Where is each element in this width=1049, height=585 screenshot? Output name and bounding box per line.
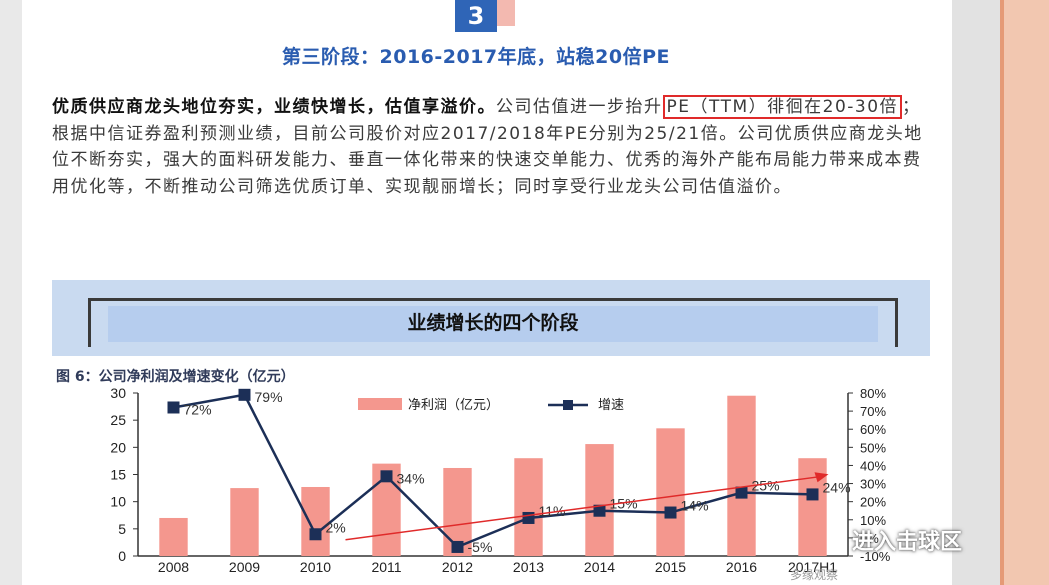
bar-2013 <box>514 458 543 556</box>
growth-point-2008 <box>167 401 180 414</box>
bar-2014 <box>585 444 614 556</box>
growth-data-label: 15% <box>610 496 638 512</box>
paragraph-highlight-box: PE（TTM）徘徊在20-30倍 <box>662 95 903 119</box>
x-tick-label: 2015 <box>655 559 686 575</box>
growth-point-2014 <box>593 504 606 517</box>
x-tick-label: 2016 <box>726 559 757 575</box>
y-right-tick-label: 10% <box>860 513 886 528</box>
growth-point-2013 <box>522 511 535 524</box>
legend-swatch-bar <box>358 398 402 410</box>
trend-arrow-head <box>814 472 829 483</box>
bar-2009 <box>230 488 259 556</box>
banner-frame <box>88 298 898 347</box>
paragraph-text-2: ；根据中信证券盈利预测业绩，目前公司股价对应2017/2018年PE分别为25/… <box>52 97 923 197</box>
right-scroll-strip <box>1000 0 1049 585</box>
growth-point-2015 <box>664 506 677 519</box>
y-left-tick-label: 15 <box>110 467 126 483</box>
x-tick-label: 2009 <box>229 559 260 575</box>
paragraph-text-1: 公司估值进一步抬升 <box>496 97 663 117</box>
y-right-tick-label: 70% <box>860 404 886 419</box>
y-left-tick-label: 5 <box>118 521 126 537</box>
body-paragraph: 优质供应商龙头地位夯实，业绩快增长，估值享溢价。公司估值进一步抬升 PE（TTM）… <box>52 94 932 200</box>
right-strip-edge <box>1000 0 1004 585</box>
y-right-tick-label: 40% <box>860 458 886 473</box>
chart-area <box>52 383 930 585</box>
growth-data-label: 79% <box>255 389 283 405</box>
growth-point-2012 <box>451 540 464 553</box>
y-right-tick-label: 80% <box>860 386 886 401</box>
y-left-tick-label: 20 <box>110 439 126 455</box>
x-tick-label: 2012 <box>442 559 473 575</box>
y-left-tick-label: 30 <box>110 385 126 401</box>
x-tick-label: 2010 <box>300 559 331 575</box>
growth-point-2010 <box>309 528 322 541</box>
growth-point-2011 <box>380 470 393 483</box>
y-right-tick-label: -10% <box>860 549 891 564</box>
y-left-tick-label: 0 <box>118 548 126 564</box>
legend-label-line: 增速 <box>598 398 624 413</box>
growth-data-label: 34% <box>397 470 425 486</box>
watermark-small: 多缘观察 <box>790 568 839 582</box>
growth-data-label: 24% <box>823 479 851 495</box>
growth-line <box>173 393 813 549</box>
y-right-tick-label: 30% <box>860 477 886 492</box>
growth-data-label: 2% <box>326 519 346 535</box>
section-title: 第三阶段：2016-2017年底，站稳20倍PE <box>282 46 670 68</box>
growth-point-2009 <box>238 388 251 401</box>
x-tick-label: 2017H1 <box>788 559 837 575</box>
bar-2010 <box>301 486 330 556</box>
left-gutter <box>0 0 22 585</box>
growth-data-label: 72% <box>184 401 212 417</box>
bar-2008 <box>159 517 188 556</box>
watermark: 进入击球区 <box>852 530 963 555</box>
bar-2017H1 <box>798 458 827 556</box>
y-left-tick-label: 25 <box>110 412 126 428</box>
y-left-tick-label: 10 <box>110 494 126 510</box>
banner-title: 业绩增长的四个阶段 <box>108 306 878 342</box>
growth-data-label: 11% <box>539 503 566 519</box>
growth-data-label: 14% <box>681 498 709 514</box>
growth-data-label: -5% <box>468 539 493 555</box>
x-tick-label: 2011 <box>371 559 401 575</box>
y-right-tick-label: 0% <box>860 531 879 546</box>
y-right-tick-label: 60% <box>860 422 886 437</box>
x-tick-label: 2008 <box>158 559 189 575</box>
x-tick-label: 2014 <box>584 559 615 575</box>
figure-title: 图 6：公司净利润及增速变化（亿元） <box>56 369 295 385</box>
trend-arrow-line <box>345 475 823 541</box>
bar-2015 <box>656 428 685 556</box>
y-right-tick-label: 20% <box>860 495 886 510</box>
growth-data-label: 25% <box>752 478 780 494</box>
legend-label-bar: 净利润（亿元） <box>408 398 499 413</box>
growth-point-2016 <box>735 486 748 499</box>
growth-point-2017H1 <box>806 488 819 501</box>
legend-marker-line <box>563 400 573 410</box>
right-margin <box>952 0 1000 585</box>
section-number-badge-fold <box>497 0 515 26</box>
paragraph-lead: 优质供应商龙头地位夯实，业绩快增长，估值享溢价。 <box>52 97 496 117</box>
section-number-badge: 3 <box>455 0 497 32</box>
x-tick-label: 2013 <box>513 559 544 575</box>
bar-2016 <box>727 395 756 556</box>
y-right-tick-label: 50% <box>860 440 886 455</box>
